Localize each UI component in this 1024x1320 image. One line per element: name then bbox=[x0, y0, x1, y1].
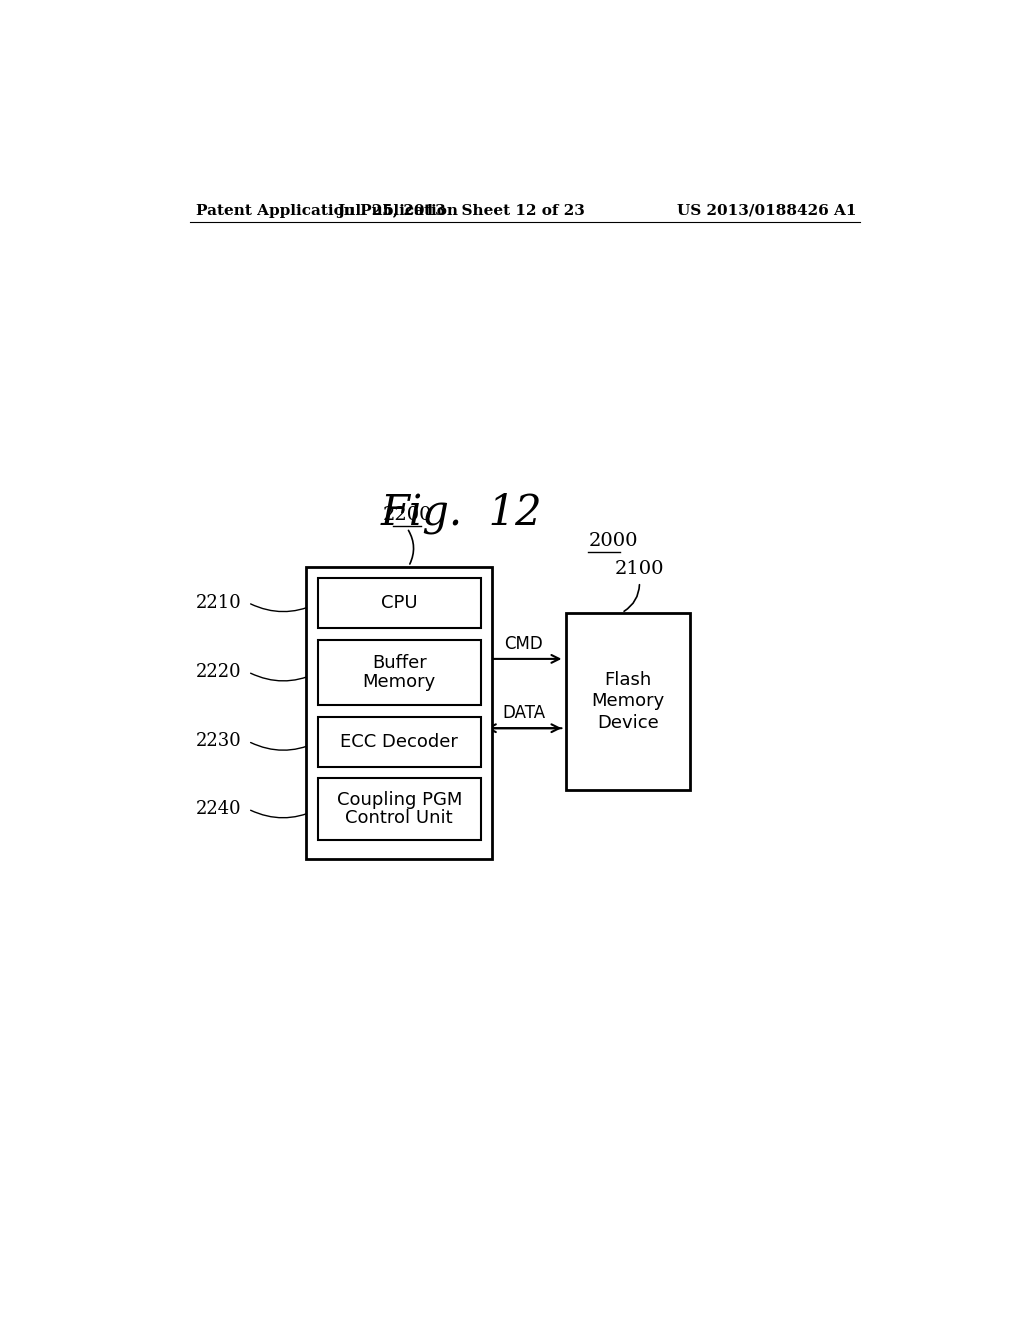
Text: 2220: 2220 bbox=[197, 663, 242, 681]
Text: Patent Application Publication: Patent Application Publication bbox=[197, 203, 458, 218]
Text: ECC Decoder: ECC Decoder bbox=[340, 733, 458, 751]
FancyArrowPatch shape bbox=[409, 531, 414, 564]
Text: 2000: 2000 bbox=[589, 532, 639, 549]
Text: Memory: Memory bbox=[362, 673, 436, 690]
Bar bbox=[317, 640, 480, 705]
FancyArrowPatch shape bbox=[251, 673, 315, 681]
Text: CMD: CMD bbox=[504, 635, 543, 653]
Bar bbox=[317, 779, 480, 840]
Text: Fig.  12: Fig. 12 bbox=[381, 491, 542, 533]
Text: Buffer: Buffer bbox=[372, 655, 427, 672]
Text: Memory: Memory bbox=[591, 692, 665, 710]
FancyArrowPatch shape bbox=[488, 725, 561, 733]
Bar bbox=[566, 612, 690, 789]
FancyArrowPatch shape bbox=[485, 725, 559, 733]
Text: Device: Device bbox=[597, 714, 658, 731]
FancyArrowPatch shape bbox=[251, 810, 315, 818]
Text: US 2013/0188426 A1: US 2013/0188426 A1 bbox=[677, 203, 856, 218]
Text: Control Unit: Control Unit bbox=[345, 809, 453, 828]
Bar bbox=[317, 578, 480, 628]
Text: 2100: 2100 bbox=[614, 560, 665, 578]
Text: Flash: Flash bbox=[604, 671, 651, 689]
FancyArrowPatch shape bbox=[485, 655, 559, 663]
FancyArrowPatch shape bbox=[624, 585, 639, 611]
Text: CPU: CPU bbox=[381, 594, 418, 612]
Text: 2230: 2230 bbox=[197, 733, 242, 750]
Bar bbox=[306, 566, 493, 859]
Text: DATA: DATA bbox=[502, 704, 545, 722]
Text: Jul. 25, 2013   Sheet 12 of 23: Jul. 25, 2013 Sheet 12 of 23 bbox=[337, 203, 585, 218]
Bar bbox=[317, 717, 480, 767]
Text: Coupling PGM: Coupling PGM bbox=[337, 791, 462, 809]
FancyArrowPatch shape bbox=[251, 605, 315, 611]
Text: 2210: 2210 bbox=[197, 594, 242, 611]
Text: 2200: 2200 bbox=[382, 506, 432, 524]
FancyArrowPatch shape bbox=[251, 743, 315, 750]
Text: 2240: 2240 bbox=[197, 800, 242, 818]
